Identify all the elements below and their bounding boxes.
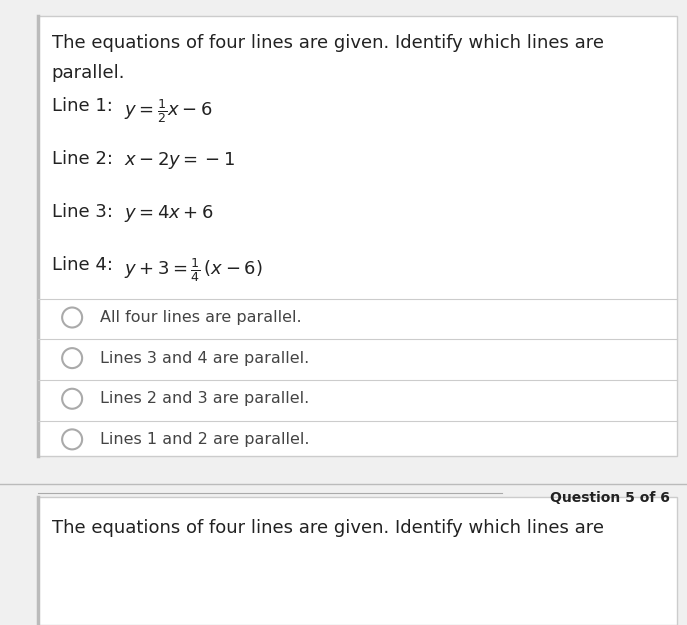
Text: The equations of four lines are given. Identify which lines are: The equations of four lines are given. I… (52, 519, 603, 537)
Text: Lines 3 and 4 are parallel.: Lines 3 and 4 are parallel. (100, 351, 309, 366)
FancyBboxPatch shape (0, 484, 687, 625)
Text: Line 4:: Line 4: (52, 256, 113, 274)
Text: $y = \frac{1}{2}x - 6$: $y = \frac{1}{2}x - 6$ (124, 97, 212, 125)
FancyBboxPatch shape (38, 16, 677, 456)
Text: $x - 2y = -1$: $x - 2y = -1$ (124, 150, 235, 171)
Text: Question 5 of 6: Question 5 of 6 (550, 491, 670, 504)
Text: $y = 4x + 6$: $y = 4x + 6$ (124, 203, 213, 224)
Text: $y + 3 = \frac{1}{4}\,(x - 6)$: $y + 3 = \frac{1}{4}\,(x - 6)$ (124, 256, 262, 284)
Text: Lines 2 and 3 are parallel.: Lines 2 and 3 are parallel. (100, 391, 309, 406)
Text: Line 1:: Line 1: (52, 97, 113, 115)
Text: The equations of four lines are given. Identify which lines are: The equations of four lines are given. I… (52, 34, 603, 52)
Text: Line 3:: Line 3: (52, 203, 113, 221)
Text: Line 2:: Line 2: (52, 150, 113, 168)
FancyBboxPatch shape (38, 497, 677, 625)
Text: All four lines are parallel.: All four lines are parallel. (100, 310, 301, 325)
Text: Lines 1 and 2 are parallel.: Lines 1 and 2 are parallel. (100, 432, 309, 447)
Text: parallel.: parallel. (52, 64, 125, 82)
